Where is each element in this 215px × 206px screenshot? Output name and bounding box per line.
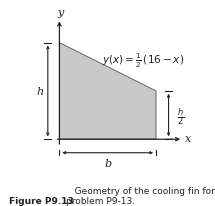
Text: Geometry of the cooling fin for
problem P9-13.: Geometry of the cooling fin for problem … <box>66 186 214 205</box>
Text: b: b <box>104 158 111 168</box>
Text: x: x <box>185 134 191 144</box>
Text: $y(x) = \frac{1}{2}\,(16 - x)$: $y(x) = \frac{1}{2}\,(16 - x)$ <box>102 52 184 70</box>
Text: $\frac{h}{2}$: $\frac{h}{2}$ <box>177 105 184 126</box>
Polygon shape <box>59 43 156 139</box>
Text: h: h <box>37 87 44 96</box>
Text: Figure P9.13: Figure P9.13 <box>9 196 73 205</box>
Text: y: y <box>57 7 63 18</box>
